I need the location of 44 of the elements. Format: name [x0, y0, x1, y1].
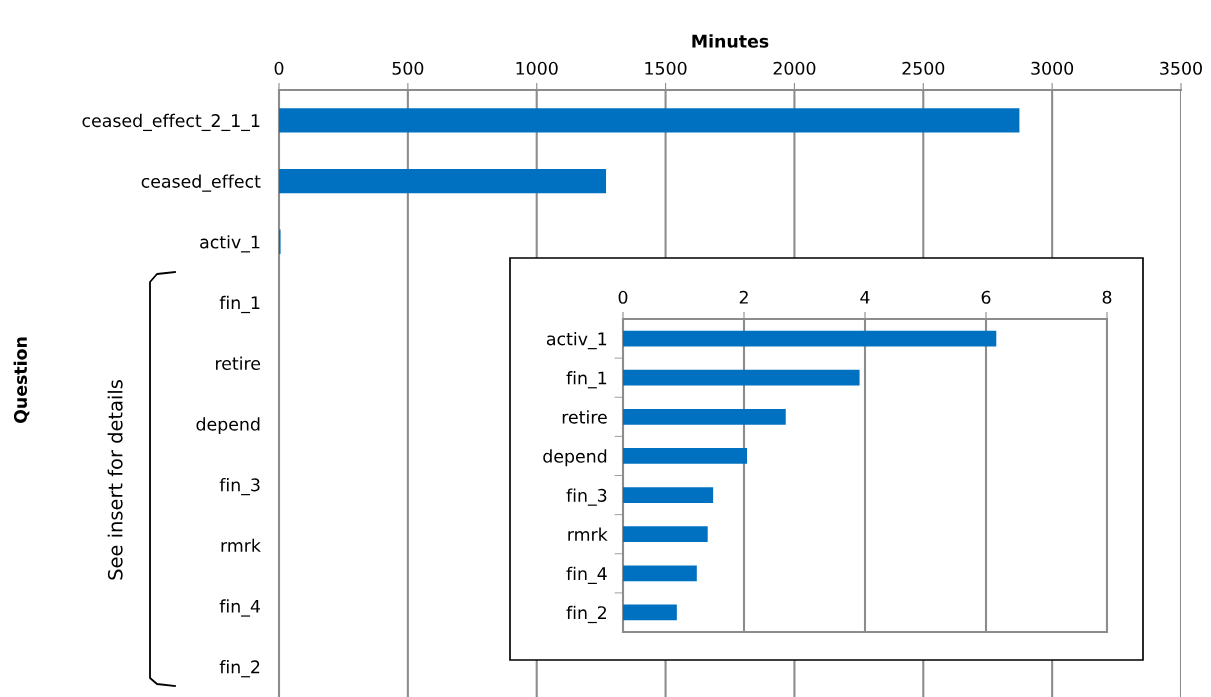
bar: [279, 168, 607, 194]
y-tick-label: activ_1: [546, 331, 607, 350]
y-tick-label: fin_2: [566, 605, 606, 624]
y-tick-label: fin_1: [219, 295, 260, 314]
x-tick-label: 0: [618, 290, 628, 304]
x-tick-label: 6: [981, 290, 991, 304]
y-tick-label: fin_4: [566, 566, 607, 584]
x-tick-label: 2500: [902, 61, 945, 75]
x-tick-label: 8: [1102, 290, 1112, 304]
y-tick-label: fin_4: [219, 599, 260, 617]
y-tick-label: ceased_effect: [141, 174, 261, 192]
y-axis-title: Question: [13, 337, 30, 424]
x-axis-title: Minutes: [692, 34, 769, 48]
y-tick-label: activ_1: [200, 235, 260, 253]
bar: [623, 408, 786, 425]
y-tick-label: fin_2: [219, 660, 260, 678]
y-tick-label: retire: [562, 410, 607, 424]
y-tick-label: depend: [543, 449, 607, 467]
bar: [623, 448, 748, 464]
x-tick-label: 3000: [1031, 61, 1074, 75]
text: See insert for details: [107, 380, 123, 580]
x-tick-label: 500: [392, 61, 424, 75]
y-tick-label: fin_3: [219, 477, 260, 496]
x-tick-label: 1000: [516, 61, 558, 75]
y-tick-label: fin_3: [566, 488, 607, 506]
bar: [623, 604, 677, 621]
x-tick-label: 0: [274, 61, 284, 75]
bar: [623, 565, 697, 582]
bar: [623, 487, 714, 503]
x-tick-label: 1500: [645, 61, 687, 75]
bar: [623, 369, 860, 386]
y-tick-label: fin_1: [566, 371, 607, 389]
x-tick-label: 2: [739, 290, 748, 304]
y-tick-label: retire: [216, 356, 261, 370]
y-tick-label: rmrk: [568, 527, 608, 541]
y-tick-label: rmrk: [221, 538, 261, 552]
bar: [279, 108, 1020, 133]
bar: [623, 330, 997, 347]
bar: [623, 526, 708, 543]
y-tick-label: ceased_effect_2_1_1: [82, 113, 260, 132]
x-tick-label: 3500: [1160, 61, 1202, 75]
x-tick-label: 2000: [773, 61, 816, 75]
x-tick-label: 4: [860, 290, 870, 304]
y-tick-label: depend: [196, 417, 260, 435]
